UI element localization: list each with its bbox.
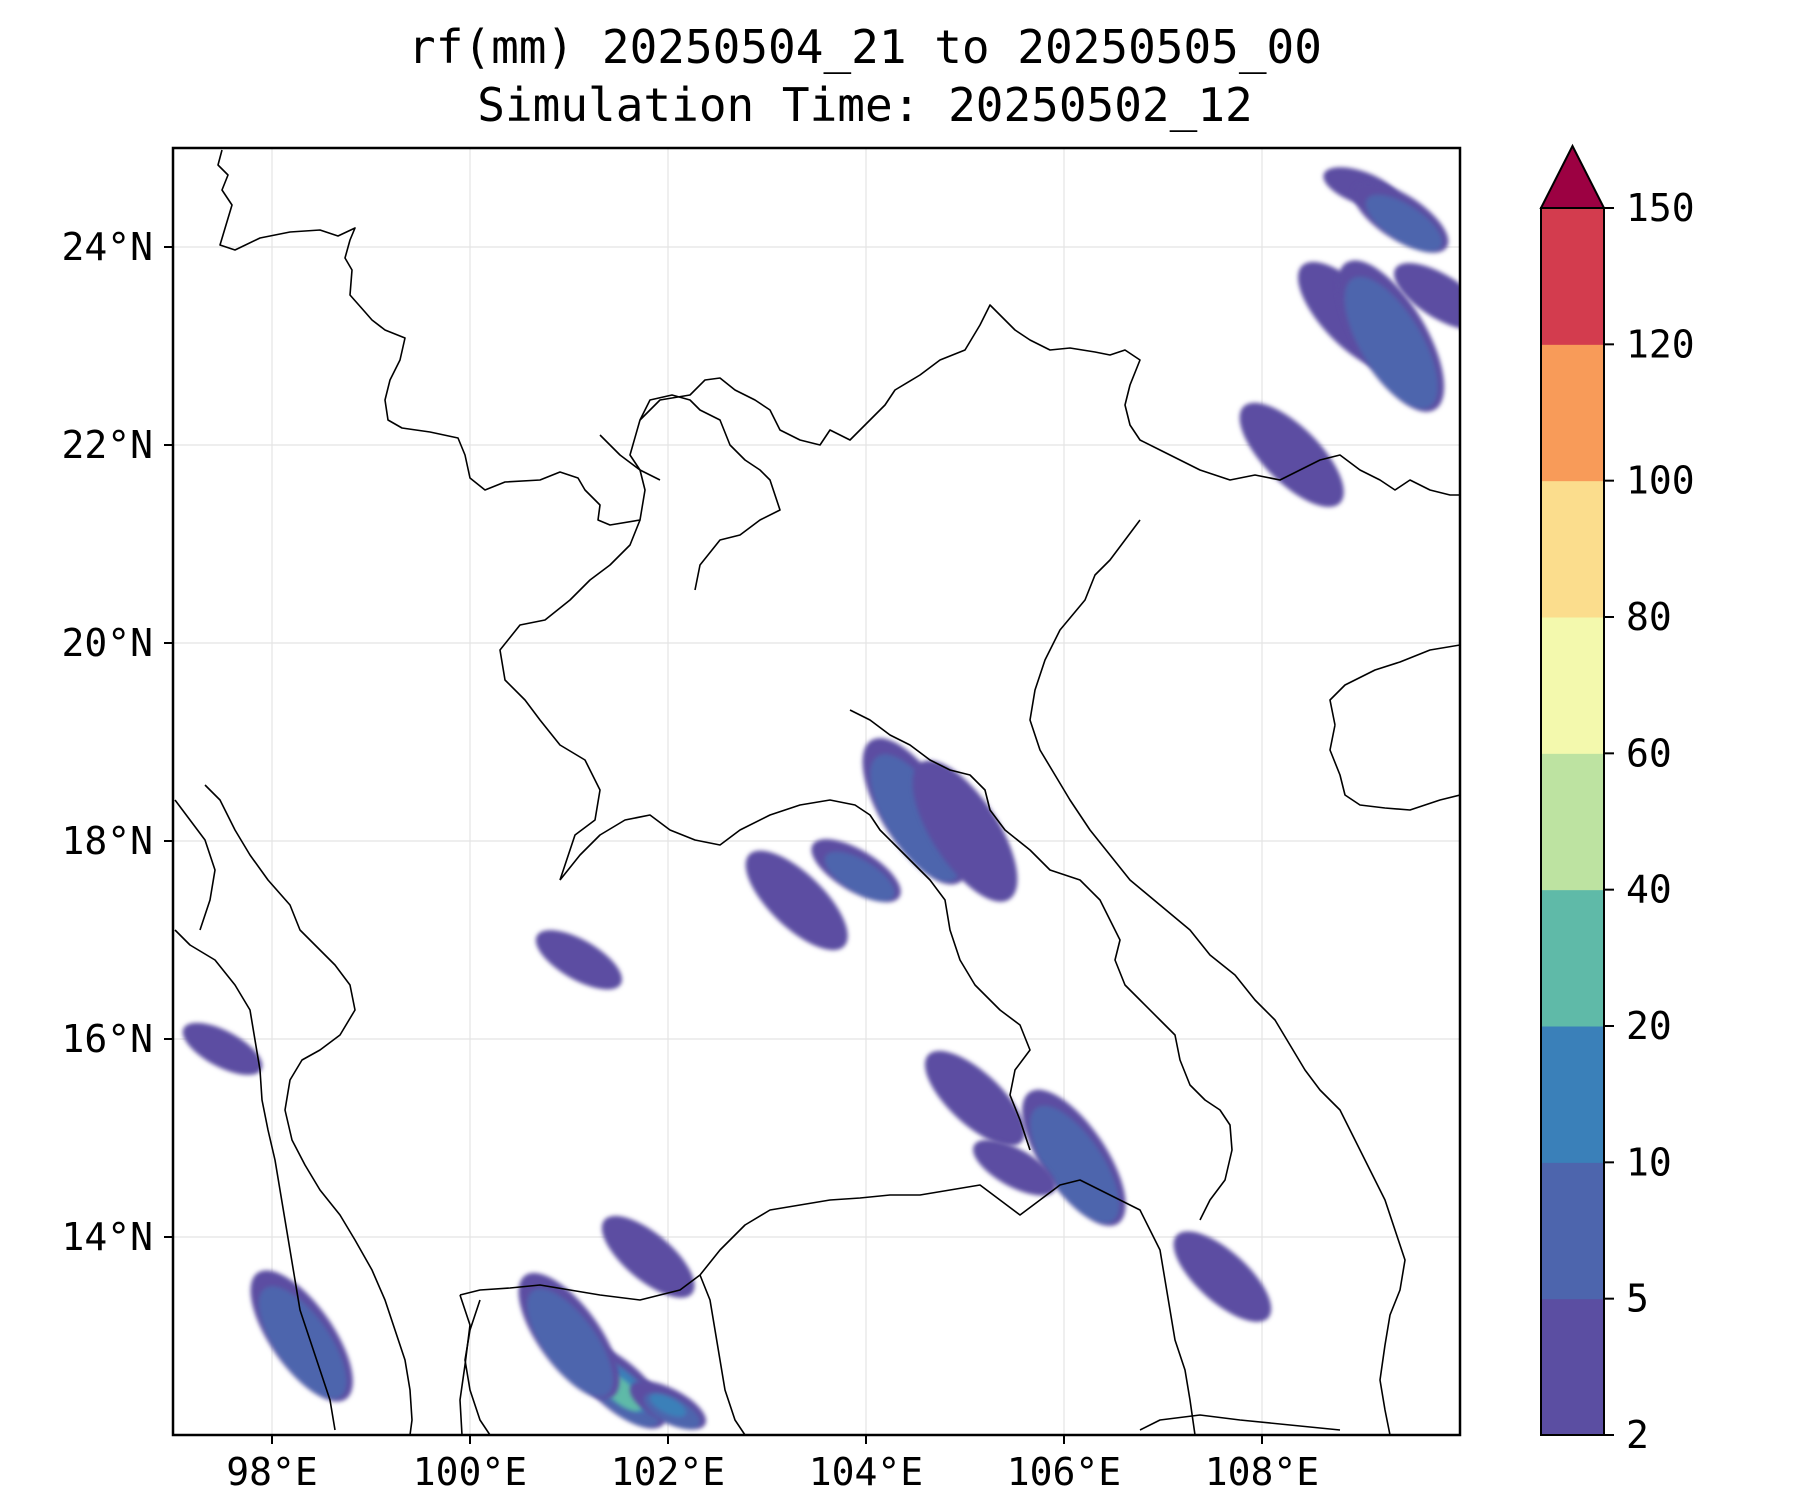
rain-contour <box>745 850 848 951</box>
rain-contour <box>527 1288 614 1397</box>
rain-cell <box>629 1380 707 1430</box>
x-tick-label: 106°E <box>1007 1450 1121 1494</box>
x-axis-ticks: 98°E 100°E 102°E 104°E 106°E 108°E <box>226 1435 1319 1494</box>
rain-cell <box>518 1272 620 1400</box>
rain-contour <box>824 851 895 902</box>
colorbar-segment <box>1541 344 1604 482</box>
y-tick-label: 14°N <box>61 1215 153 1259</box>
y-tick-label: 20°N <box>61 621 153 665</box>
map-panel <box>173 148 1460 1435</box>
colorbar-label: 120 <box>1626 322 1695 366</box>
colorbar-label: 10 <box>1626 1140 1672 1184</box>
rain-cell <box>1337 260 1445 412</box>
colorbar-label: 5 <box>1626 1277 1649 1321</box>
rain-contour <box>182 1022 263 1075</box>
rain-cell <box>1393 263 1460 330</box>
colorbar-segment <box>1541 617 1604 754</box>
y-tick-label: 16°N <box>61 1017 153 1061</box>
colorbar: 2 5 10 20 40 60 80 100 120 150 <box>1539 143 1695 1457</box>
map-title-line2: Simulation Time: 20250502_12 <box>477 78 1253 132</box>
rain-cell <box>601 1215 695 1298</box>
rain-contour <box>924 1050 1025 1146</box>
colorbar-segment <box>1541 753 1604 891</box>
colorbar-segment <box>1541 1298 1604 1436</box>
rain-contour <box>1365 194 1443 252</box>
map-frame <box>171 146 1462 1437</box>
colorbar-segment <box>1541 889 1604 1027</box>
rain-cell <box>1022 1089 1126 1226</box>
rain-contour <box>535 930 622 990</box>
colorbar-label: 100 <box>1626 459 1695 503</box>
rain-contour <box>1030 1105 1120 1224</box>
colorbar-segment <box>1541 1162 1604 1300</box>
colorbar-label: 2 <box>1626 1413 1649 1457</box>
rain-cell <box>1352 181 1449 253</box>
colorbar-segment <box>1541 480 1604 618</box>
rain-contour <box>1393 263 1460 330</box>
rain-contour <box>1173 1231 1272 1322</box>
coastlines-and-borders <box>174 149 1460 1435</box>
x-tick-label: 102°E <box>611 1450 725 1494</box>
rain-cell <box>924 1050 1025 1146</box>
y-tick-label: 22°N <box>61 423 153 467</box>
rain-cell <box>1173 1231 1272 1322</box>
rain-cell <box>811 839 901 903</box>
rain-contour <box>649 1393 687 1417</box>
rain-cell <box>535 930 622 990</box>
rain-cell <box>745 850 848 951</box>
map-gridlines <box>173 148 1460 1435</box>
rain-cell <box>912 760 1018 902</box>
colorbar-label: 40 <box>1626 868 1672 912</box>
rain-contour <box>973 1139 1056 1196</box>
rain-contour <box>1239 402 1344 508</box>
y-axis-ticks: 14°N 16°N 18°N 20°N 22°N 24°N <box>61 225 173 1259</box>
colorbar-label: 80 <box>1626 595 1672 639</box>
colorbar-label: 60 <box>1626 731 1672 775</box>
colorbar-label: 20 <box>1626 1004 1672 1048</box>
colorbar-label: 150 <box>1626 186 1695 230</box>
rain-cell <box>182 1022 263 1075</box>
x-tick-label: 98°E <box>226 1450 318 1494</box>
rain-contour <box>258 1286 347 1399</box>
x-tick-label: 100°E <box>413 1450 527 1494</box>
y-tick-label: 24°N <box>61 225 153 269</box>
rain-cell <box>250 1270 353 1402</box>
rain-contour <box>912 760 1018 902</box>
x-tick-label: 104°E <box>809 1450 923 1494</box>
rain-contour <box>601 1215 695 1298</box>
colorbar-segment <box>1541 208 1604 345</box>
colorbar-frame <box>1540 207 1605 1436</box>
rain-cell <box>973 1139 1056 1196</box>
rainfall-field <box>182 167 1460 1430</box>
y-tick-label: 18°N <box>61 819 153 863</box>
colorbar-segment <box>1541 1026 1604 1163</box>
rain-cell <box>1239 402 1344 508</box>
rain-contour <box>1344 276 1438 409</box>
colorbar-extend-arrow <box>1539 143 1606 209</box>
map-title-line1: rf(mm) 20250504_21 to 20250505_00 <box>408 20 1322 74</box>
x-tick-label: 108°E <box>1205 1450 1319 1494</box>
